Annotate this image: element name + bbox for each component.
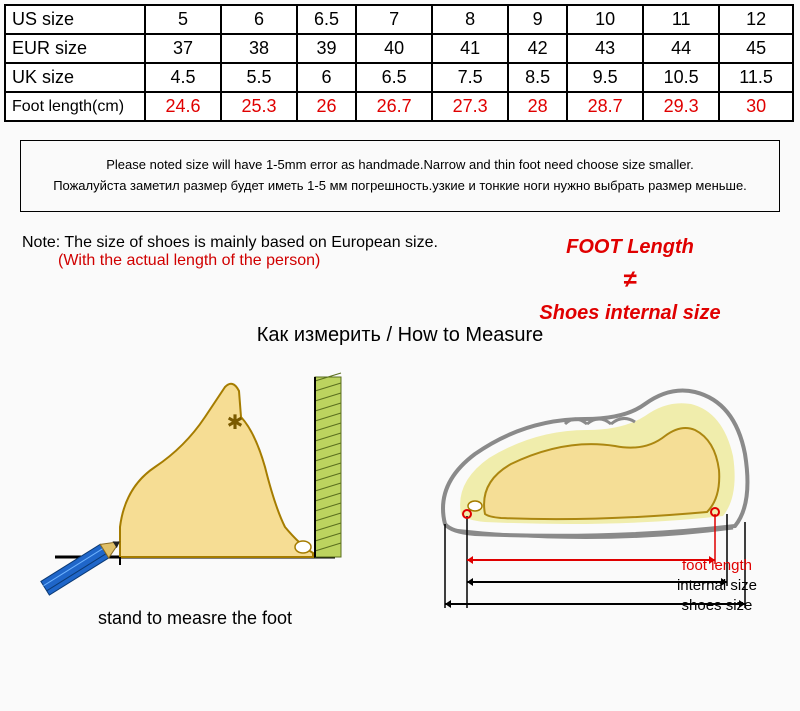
shoe-dimensions-diagram: foot length internal size shoes size [415,364,775,629]
size-cell: 37 [145,34,221,63]
size-cell: 44 [643,34,719,63]
size-cell: 11 [643,5,719,34]
size-cell: 29.3 [643,92,719,121]
size-cell: 6 [297,63,356,92]
size-cell: 6 [221,5,297,34]
foot-length-label: foot length [677,556,757,576]
stand-measure-diagram: ✱ stand to measre the foot [25,357,365,629]
warning-bottom: Shoes internal size [500,298,760,328]
size-cell: 27.3 [432,92,508,121]
size-cell: 40 [356,34,432,63]
size-cell: 43 [567,34,643,63]
size-cell: 30 [719,92,793,121]
size-cell: 26 [297,92,356,121]
size-cell: 7 [356,5,432,34]
shoes-size-label: shoes size [677,596,757,616]
size-cell: 4.5 [145,63,221,92]
size-cell: 9.5 [567,63,643,92]
size-cell: 10 [567,5,643,34]
size-cell: 11.5 [719,63,793,92]
size-cell: 9 [508,5,567,34]
size-cell: 12 [719,5,793,34]
row-label: UK size [5,63,145,92]
size-cell: 28 [508,92,567,121]
not-equal-icon: ≠ [500,262,760,298]
size-cell: 41 [432,34,508,63]
foot-against-wall-icon: ✱ [25,357,365,597]
size-cell: 5.5 [221,63,297,92]
left-diagram-caption: stand to measre the foot [25,608,365,629]
row-label: Foot length(cm) [5,92,145,121]
size-cell: 28.7 [567,92,643,121]
size-cell: 6.5 [356,63,432,92]
size-cell: 38 [221,34,297,63]
size-cell: 25.3 [221,92,297,121]
size-cell: 5 [145,5,221,34]
notice-ru: Пожалуйста заметил размер будет иметь 1-… [41,176,759,197]
size-cell: 42 [508,34,567,63]
warning-top: FOOT Length [500,232,760,262]
size-cell: 39 [297,34,356,63]
size-cell: 45 [719,34,793,63]
size-cell: 24.6 [145,92,221,121]
measurement-diagrams: ✱ stand to measre the foot foot length i… [0,357,800,629]
size-cell: 7.5 [432,63,508,92]
size-cell: 8 [432,5,508,34]
size-cell: 26.7 [356,92,432,121]
svg-text:✱: ✱ [227,412,244,434]
notice-en: Please noted size will have 1-5mm error … [41,155,759,176]
handmade-notice: Please noted size will have 1-5mm error … [20,140,780,212]
row-label: EUR size [5,34,145,63]
size-cell: 10.5 [643,63,719,92]
dimension-labels: foot length internal size shoes size [677,556,757,617]
foot-length-warning: FOOT Length ≠ Shoes internal size [500,232,760,328]
size-conversion-table: US size566.5789101112EUR size37383940414… [4,4,794,122]
size-cell: 6.5 [297,5,356,34]
row-label: US size [5,5,145,34]
size-cell: 8.5 [508,63,567,92]
internal-size-label: internal size [677,576,757,596]
